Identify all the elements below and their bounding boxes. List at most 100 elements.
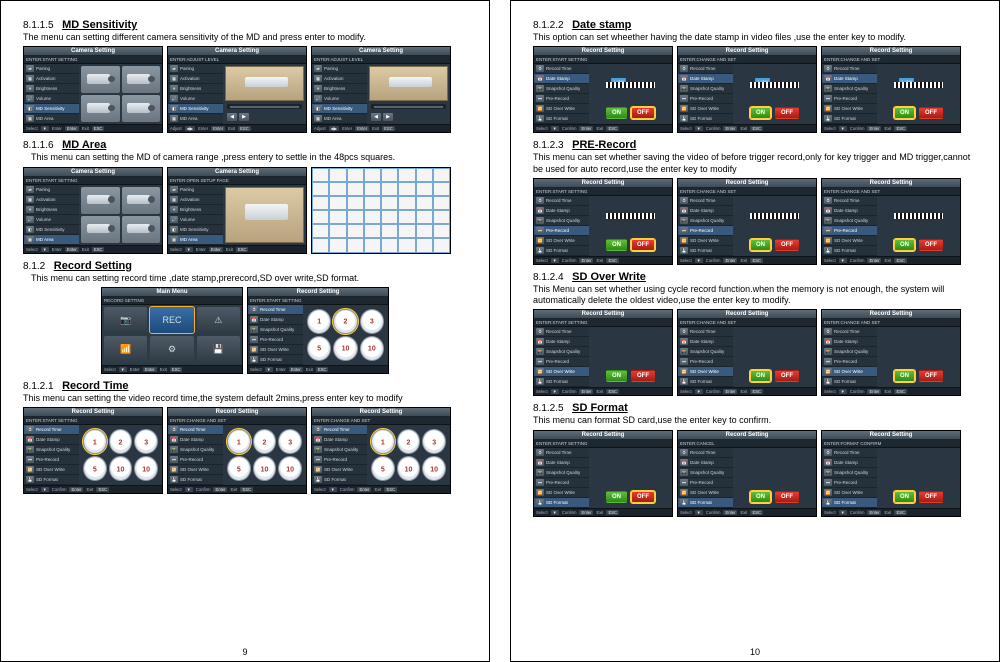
menu-item[interactable]: 📸Snapshot Quality (678, 347, 733, 357)
menu-item[interactable]: ⏮Pre-Record (168, 455, 223, 465)
menu-item[interactable]: ☀Brightness (312, 84, 367, 94)
menu-item-selected[interactable]: ▦MD Area (168, 235, 223, 245)
menu-item[interactable]: 💾SD Format (534, 246, 589, 256)
footer-btn[interactable]: ESC (240, 487, 253, 492)
clock-option[interactable]: 5 (307, 336, 331, 361)
menu-item[interactable]: ⏮Pre-Record (534, 94, 589, 104)
menu-item[interactable]: 📅Date Stamp (534, 337, 589, 347)
menu-item[interactable]: ▦Activation (168, 74, 223, 84)
menu-item[interactable]: ⇄Pairing (312, 64, 367, 74)
footer-btn[interactable]: ◀▶ (329, 126, 339, 131)
menu-item[interactable]: ▦MD Area (168, 114, 223, 124)
md-grid-cell[interactable] (433, 210, 450, 224)
menu-item-selected[interactable]: 📅Date Stamp (822, 74, 877, 84)
menu-item[interactable]: 📸Snapshot Quality (822, 216, 877, 226)
menu-item[interactable]: 📅Date Stamp (168, 435, 223, 445)
menu-item-selected[interactable]: 📅Date Stamp (534, 74, 589, 84)
menu-item[interactable]: ☀Brightness (24, 84, 79, 94)
md-grid-cell[interactable] (312, 238, 329, 252)
on-button[interactable]: ON (894, 491, 915, 503)
md-grid-cell[interactable] (364, 182, 381, 196)
md-grid-cell[interactable] (329, 224, 346, 238)
footer-btn[interactable]: ▼ (329, 487, 337, 492)
menu-item[interactable]: 🔊Volume (312, 94, 367, 104)
md-grid-cell[interactable] (312, 210, 329, 224)
md-grid-cell[interactable] (398, 196, 415, 210)
menu-item[interactable]: ⇄Pairing (24, 64, 79, 74)
off-button[interactable]: OFF (919, 491, 943, 503)
md-area-grid[interactable] (312, 168, 450, 253)
menu-item[interactable]: 💾SD Format (312, 475, 367, 485)
footer-btn[interactable]: ESC (750, 510, 763, 515)
menu-item[interactable]: ⇄Pairing (168, 64, 223, 74)
menu-item[interactable]: 🔁SD Over Write (24, 465, 79, 475)
md-grid-cell[interactable] (433, 168, 450, 182)
footer-btn[interactable]: ◀▶ (185, 126, 195, 131)
menu-item-selected[interactable]: 💾SD Format (534, 498, 589, 508)
arrow-right-btn[interactable]: ▶ (239, 113, 249, 121)
footer-btn[interactable]: Enter (723, 510, 737, 515)
footer-btn[interactable]: Enter (579, 258, 593, 263)
footer-btn[interactable]: ▼ (41, 487, 49, 492)
clock-option[interactable]: 3 (278, 429, 302, 454)
main-menu-camera-icon[interactable]: 📷 (104, 307, 147, 334)
md-grid-cell[interactable] (381, 238, 398, 252)
clock-option[interactable]: 5 (83, 456, 107, 481)
md-grid-cell[interactable] (433, 196, 450, 210)
footer-btn[interactable]: ESC (894, 510, 907, 515)
menu-item[interactable]: 📅Date Stamp (822, 206, 877, 216)
menu-item[interactable]: ⏮Pre-Record (822, 357, 877, 367)
md-grid-cell[interactable] (347, 210, 364, 224)
menu-item-selected[interactable]: ◧MD Sensitivity (168, 104, 223, 114)
footer-btn[interactable]: Enter (211, 126, 225, 131)
footer-btn[interactable]: ESC (606, 510, 619, 515)
off-button[interactable]: OFF (775, 491, 799, 503)
footer-btn[interactable]: ▼ (185, 247, 193, 252)
md-grid-cell[interactable] (416, 168, 433, 182)
footer-btn[interactable]: ESC (384, 487, 397, 492)
menu-item[interactable]: 🔁SD Over Write (678, 488, 733, 498)
footer-btn[interactable]: Enter (65, 247, 79, 252)
footer-btn[interactable]: ▼ (551, 389, 559, 394)
footer-btn[interactable]: ▼ (551, 258, 559, 263)
clock-option[interactable]: 1 (371, 429, 395, 454)
arrow-right-btn[interactable]: ▶ (383, 113, 393, 121)
menu-item[interactable]: ▦Activation (312, 74, 367, 84)
footer-btn[interactable]: ESC (894, 258, 907, 263)
menu-item[interactable]: 🔁SD Over Write (822, 488, 877, 498)
menu-item[interactable]: ⏮Pre-Record (312, 455, 367, 465)
on-button[interactable]: ON (750, 239, 771, 251)
footer-btn[interactable]: ▼ (695, 258, 703, 263)
menu-item[interactable]: ☀Brightness (24, 205, 79, 215)
menu-item[interactable]: 📅Date Stamp (534, 206, 589, 216)
md-grid-cell[interactable] (364, 224, 381, 238)
clock-option[interactable]: 1 (227, 429, 251, 454)
menu-item[interactable]: 💾SD Format (24, 475, 79, 485)
main-menu-sd-icon[interactable]: 💾 (197, 336, 240, 363)
menu-item[interactable]: 📸Snapshot Quality (678, 216, 733, 226)
menu-item[interactable]: 🔁SD Over Write (678, 104, 733, 114)
menu-item[interactable]: ⏱Record Time (822, 196, 877, 206)
menu-item-selected[interactable]: 🔁SD Over Write (678, 367, 733, 377)
md-grid-cell[interactable] (381, 168, 398, 182)
menu-item[interactable]: ▦MD Area (312, 114, 367, 124)
clock-option[interactable]: 3 (134, 429, 158, 454)
md-grid-cell[interactable] (381, 224, 398, 238)
menu-item[interactable]: 📸Snapshot Quality (678, 84, 733, 94)
menu-item-selected[interactable]: 🔁SD Over Write (534, 367, 589, 377)
md-grid-cell[interactable] (347, 168, 364, 182)
menu-item[interactable]: ⏱Record Time (534, 196, 589, 206)
footer-btn[interactable]: ESC (316, 367, 329, 372)
footer-btn[interactable]: ESC (236, 247, 249, 252)
footer-btn[interactable]: ▼ (41, 247, 49, 252)
menu-item[interactable]: 🔊Volume (168, 94, 223, 104)
menu-item[interactable]: ⏱Record Time (534, 327, 589, 337)
footer-btn[interactable]: ESC (606, 389, 619, 394)
off-button[interactable]: OFF (919, 239, 943, 251)
footer-btn[interactable]: ▼ (41, 126, 49, 131)
off-button[interactable]: OFF (631, 370, 655, 382)
footer-btn[interactable]: ▼ (695, 126, 703, 131)
main-menu-record-icon[interactable]: REC (150, 307, 193, 334)
clock-option[interactable]: 3 (422, 429, 446, 454)
menu-item[interactable]: 🔁SD Over Write (534, 236, 589, 246)
